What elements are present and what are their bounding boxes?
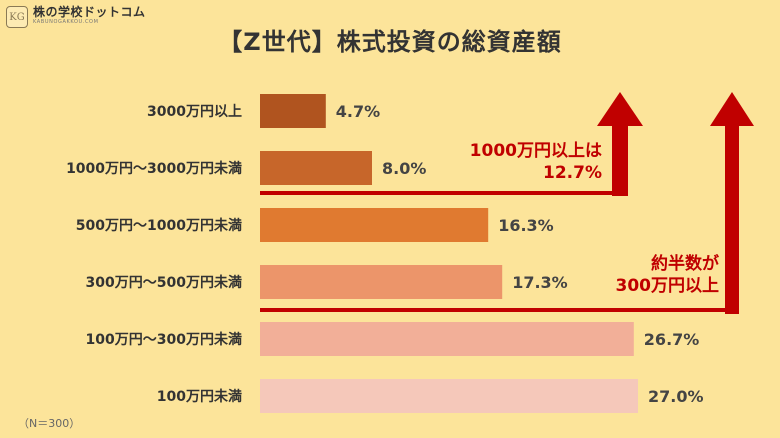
bar [260,265,503,299]
value-label: 4.7% [336,102,380,121]
brand-mark-icon: KG [6,6,28,28]
chart-title: 【Z世代】株式投資の総資産額 [218,28,562,56]
category-label: 100万円～300万円未満 [86,331,242,348]
value-label: 17.3% [512,273,568,292]
annotation-line: 12.7% [543,163,602,183]
annotation-line: 1000万円以上は [469,141,602,161]
bar [260,94,326,128]
arrow-1000man-head-icon [597,92,643,126]
bar [260,151,372,185]
brand-sub: KABUNOGAKKOU.COM [33,19,99,25]
sample-size-note: （N＝300） [18,417,81,430]
bar [260,379,638,413]
value-label: 27.0% [648,387,704,406]
brand-name: 株の学校ドットコム [33,5,146,19]
bar [260,208,489,242]
bar [260,322,634,356]
arrow-300man-head-icon [710,92,754,126]
annotation-1000man-plus: 1000万円以上は 12.7% [420,140,602,184]
arrow-1000man-shaft-icon [612,124,628,196]
annotation-half-300man-plus: 約半数が 300万円以上 [560,253,720,297]
arrow-1000man-base-icon [260,191,628,195]
value-label: 8.0% [382,159,426,178]
value-label: 16.3% [498,216,554,235]
arrow-300man-base-icon [260,308,739,312]
category-label: 500万円～1000万円未満 [76,217,242,234]
annotation-line: 300万円以上 [615,276,720,296]
category-label: 100万円未満 [157,388,242,405]
category-label: 3000万円以上 [147,104,242,120]
annotation-line: 約半数が [651,254,719,274]
brand-logo: KG 株の学校ドットコム KABUNOGAKKOU.COM [6,6,146,28]
category-label: 300万円～500万円未満 [86,274,242,291]
category-label: 1000万円～3000万円未満 [66,160,242,177]
value-label: 26.7% [644,330,700,349]
arrow-300man-shaft-icon [725,124,739,314]
